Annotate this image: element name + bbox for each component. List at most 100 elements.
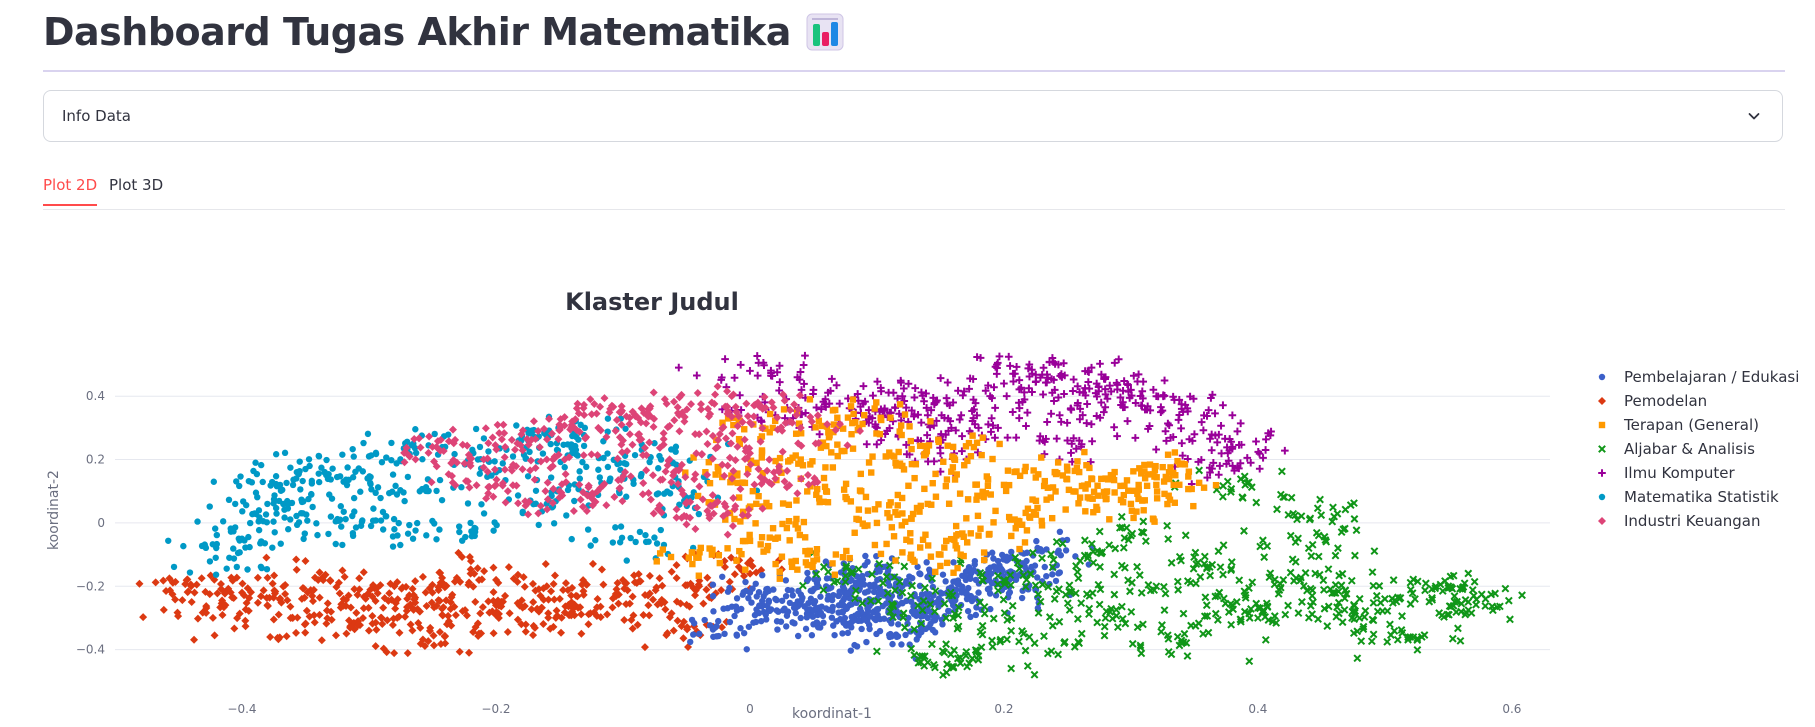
data-point xyxy=(255,526,263,534)
data-point xyxy=(566,425,575,434)
data-point xyxy=(1350,615,1359,624)
data-point xyxy=(1154,392,1162,401)
data-point xyxy=(339,541,346,549)
data-point xyxy=(491,458,498,465)
data-point xyxy=(334,515,341,523)
chevron-down-icon[interactable] xyxy=(1746,108,1762,124)
data-point xyxy=(576,603,585,612)
data-point xyxy=(658,475,667,484)
data-point xyxy=(759,597,766,605)
data-point xyxy=(1404,635,1412,644)
data-point xyxy=(389,614,398,623)
data-point xyxy=(237,473,244,480)
data-point xyxy=(769,403,778,412)
data-point xyxy=(1002,487,1010,495)
data-point xyxy=(617,420,626,429)
data-point xyxy=(379,603,388,612)
data-point xyxy=(1254,448,1263,456)
data-point xyxy=(547,474,555,481)
data-point xyxy=(1062,547,1070,554)
data-point xyxy=(271,492,278,499)
data-point xyxy=(609,539,617,546)
data-point xyxy=(965,659,974,668)
data-point xyxy=(865,459,873,466)
data-point xyxy=(875,559,884,568)
data-point xyxy=(861,411,868,419)
data-point xyxy=(600,394,609,403)
data-point xyxy=(350,453,357,460)
data-point xyxy=(862,493,870,501)
legend-item[interactable]: Ilmu Komputer xyxy=(1590,461,1799,485)
data-point xyxy=(649,595,658,604)
data-point xyxy=(989,614,998,623)
data-point xyxy=(1272,619,1281,627)
data-point xyxy=(462,533,469,541)
data-point xyxy=(283,479,290,487)
data-point xyxy=(801,409,810,417)
data-point xyxy=(1333,509,1342,518)
data-point xyxy=(1094,382,1103,391)
data-point xyxy=(851,641,858,649)
data-point xyxy=(721,630,728,638)
chart-legend[interactable]: Pembelajaran / Edukasi Pemodelan Terapan (… xyxy=(1590,365,1799,533)
data-point xyxy=(1209,459,1218,467)
data-point xyxy=(1162,437,1171,445)
data-point xyxy=(1243,454,1252,462)
data-point xyxy=(301,619,310,628)
data-point xyxy=(536,501,545,510)
data-point xyxy=(277,598,286,607)
data-point xyxy=(498,597,507,606)
data-point xyxy=(842,480,850,488)
data-point xyxy=(1386,620,1394,629)
data-point xyxy=(1111,468,1118,476)
data-point xyxy=(1183,577,1192,585)
data-point xyxy=(540,424,549,433)
data-point xyxy=(1140,507,1147,514)
expander-label: Info Data xyxy=(62,107,131,125)
data-point xyxy=(192,580,201,589)
data-point xyxy=(834,441,841,448)
data-point xyxy=(1096,563,1104,571)
data-point xyxy=(1054,393,1063,402)
data-point xyxy=(640,643,649,652)
data-point xyxy=(1039,390,1047,399)
data-point xyxy=(877,405,885,414)
data-point xyxy=(682,469,689,476)
legend-item[interactable]: Pemodelan xyxy=(1590,389,1799,413)
data-point xyxy=(603,610,612,619)
data-point xyxy=(1462,608,1470,617)
data-point xyxy=(715,617,722,625)
legend-item[interactable]: Industri Keuangan xyxy=(1590,509,1799,533)
data-point xyxy=(984,420,993,429)
tab-plot-3d[interactable]: Plot 3D xyxy=(109,176,164,194)
data-point xyxy=(490,527,497,534)
data-point xyxy=(1053,469,1061,477)
data-point xyxy=(271,529,278,536)
legend-item[interactable]: Terapan (General) xyxy=(1590,413,1799,437)
chart-canvas[interactable]: −0.4−0.200.20.4−0.4 −0.2 0 0.2 0.4 0.6 Klaste… xyxy=(0,215,1815,727)
x-tick-label: 0.4 xyxy=(1248,702,1267,716)
data-point xyxy=(165,537,172,544)
data-point xyxy=(454,548,463,557)
data-point xyxy=(1032,497,1040,505)
data-point xyxy=(1252,437,1260,446)
data-point xyxy=(673,409,682,418)
legend-item[interactable]: Matematika Statistik xyxy=(1590,485,1799,509)
data-point xyxy=(608,603,617,612)
data-point xyxy=(402,443,411,452)
tab-plot-2d[interactable]: Plot 2D xyxy=(43,176,98,206)
info-data-expander[interactable]: Info Data xyxy=(43,90,1783,142)
scatter-chart[interactable]: −0.4 −0.2 0 0.2 0.4 −0.4 −0.2 0 0.2 0.4 0.6 Klaste… xyxy=(0,215,1815,727)
data-point xyxy=(1141,537,1150,546)
legend-item[interactable]: Pembelajaran / Edukasi xyxy=(1590,365,1799,389)
data-point xyxy=(1100,622,1109,631)
data-point xyxy=(1177,424,1185,433)
legend-item[interactable]: Aljabar & Analisis xyxy=(1590,437,1799,461)
data-point xyxy=(766,534,773,541)
data-point xyxy=(963,589,970,597)
data-point xyxy=(992,592,1000,599)
data-point xyxy=(963,515,970,522)
data-point xyxy=(1207,394,1215,402)
data-point xyxy=(746,556,755,565)
data-point xyxy=(743,646,750,653)
